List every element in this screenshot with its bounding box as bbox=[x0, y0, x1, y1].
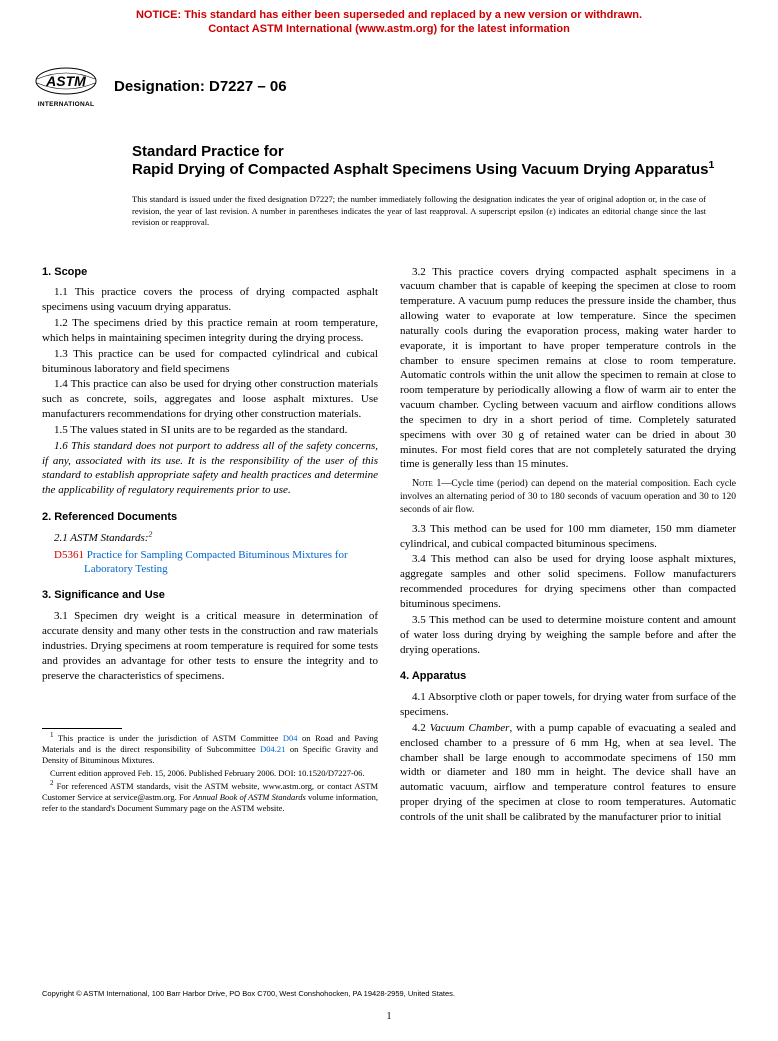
title-main-text: Rapid Drying of Compacted Asphalt Specim… bbox=[132, 161, 709, 178]
para-3-2: 3.2 This practice covers drying compacte… bbox=[400, 265, 736, 473]
fn1-a: This practice is under the jurisdiction … bbox=[58, 733, 283, 743]
section-1-head: 1. Scope bbox=[42, 265, 378, 280]
sub-2-1: 2.1 ASTM Standards:2 bbox=[42, 531, 378, 546]
para-4-2: 4.2 Vacuum Chamber, with a pump capable … bbox=[400, 721, 736, 825]
para-4-1: 4.1 Absorptive cloth or paper towels, fo… bbox=[400, 690, 736, 720]
body-columns: 1. Scope 1.1 This practice covers the pr… bbox=[0, 229, 778, 826]
issuance-note: This standard is issued under the fixed … bbox=[0, 180, 778, 228]
fn1-link1[interactable]: D04 bbox=[283, 733, 298, 743]
logo-subtext: INTERNATIONAL bbox=[38, 101, 95, 110]
header-row: ASTM INTERNATIONAL Designation: D7227 – … bbox=[0, 41, 778, 115]
left-column: 1. Scope 1.1 This practice covers the pr… bbox=[42, 253, 378, 826]
footnote-separator bbox=[42, 728, 122, 729]
title-sup: 1 bbox=[709, 159, 715, 171]
note-1-text: Cycle time (period) can depend on the ma… bbox=[400, 479, 736, 515]
p42-lead: 4.2 bbox=[412, 722, 430, 734]
section-2-head: 2. Referenced Documents bbox=[42, 510, 378, 525]
footnote-1b: Current edition approved Feb. 15, 2006. … bbox=[42, 768, 378, 779]
section-3-head: 3. Significance and Use bbox=[42, 588, 378, 603]
section-4-head: 4. Apparatus bbox=[400, 669, 736, 684]
astm-logo: ASTM INTERNATIONAL bbox=[32, 55, 100, 115]
fn1-link2[interactable]: D04.21 bbox=[260, 744, 285, 754]
notice-line1: NOTICE: This standard has either been su… bbox=[136, 9, 642, 21]
sub-2-1-text: 2.1 ASTM Standards: bbox=[54, 532, 148, 544]
footnote-2: 2 For referenced ASTM standards, visit t… bbox=[42, 781, 378, 814]
page-number: 1 bbox=[387, 1010, 392, 1024]
p42-em: Vacuum Chamber bbox=[430, 722, 510, 734]
designation: Designation: D7227 – 06 bbox=[114, 71, 287, 97]
ref-title: Practice for Sampling Compacted Bitumino… bbox=[84, 549, 348, 575]
para-1-4: 1.4 This practice can also be used for d… bbox=[42, 377, 378, 422]
para-1-3: 1.3 This practice can be used for compac… bbox=[42, 347, 378, 377]
fn2-em: Annual Book of ASTM Standards bbox=[193, 792, 306, 802]
ref-num: D5361 bbox=[54, 549, 84, 561]
svg-text:ASTM: ASTM bbox=[45, 73, 86, 89]
notice-line2: Contact ASTM International (www.astm.org… bbox=[208, 23, 570, 35]
copyright: Copyright © ASTM International, 100 Barr… bbox=[42, 989, 455, 999]
note-1-label: Note 1— bbox=[412, 478, 451, 489]
right-column: 3.2 This practice covers drying compacte… bbox=[400, 253, 736, 826]
para-3-1: 3.1 Specimen dry weight is a critical me… bbox=[42, 609, 378, 683]
notice-banner: NOTICE: This standard has either been su… bbox=[0, 0, 778, 41]
title-main: Rapid Drying of Compacted Asphalt Specim… bbox=[132, 161, 716, 180]
para-1-5: 1.5 The values stated in SI units are to… bbox=[42, 423, 378, 438]
title-type: Standard Practice for bbox=[132, 143, 716, 162]
para-1-1: 1.1 This practice covers the process of … bbox=[42, 285, 378, 315]
para-1-6-text: 1.6 This standard does not purport to ad… bbox=[42, 440, 378, 497]
p42-rest: , with a pump capable of evacuating a se… bbox=[400, 722, 736, 823]
ref-d5361[interactable]: D5361 Practice for Sampling Compacted Bi… bbox=[42, 548, 378, 577]
para-3-4: 3.4 This method can also be used for dry… bbox=[400, 552, 736, 611]
para-3-3: 3.3 This method can be used for 100 mm d… bbox=[400, 522, 736, 552]
para-1-6: 1.6 This standard does not purport to ad… bbox=[42, 439, 378, 498]
para-3-5: 3.5 This method can be used to determine… bbox=[400, 613, 736, 658]
sub-2-1-sup: 2 bbox=[148, 529, 152, 538]
title-block: Standard Practice for Rapid Drying of Co… bbox=[0, 115, 778, 181]
para-1-2: 1.2 The specimens dried by this practice… bbox=[42, 316, 378, 346]
note-1: Note 1—Cycle time (period) can depend on… bbox=[400, 477, 736, 516]
footnote-1: 1 This practice is under the jurisdictio… bbox=[42, 733, 378, 766]
